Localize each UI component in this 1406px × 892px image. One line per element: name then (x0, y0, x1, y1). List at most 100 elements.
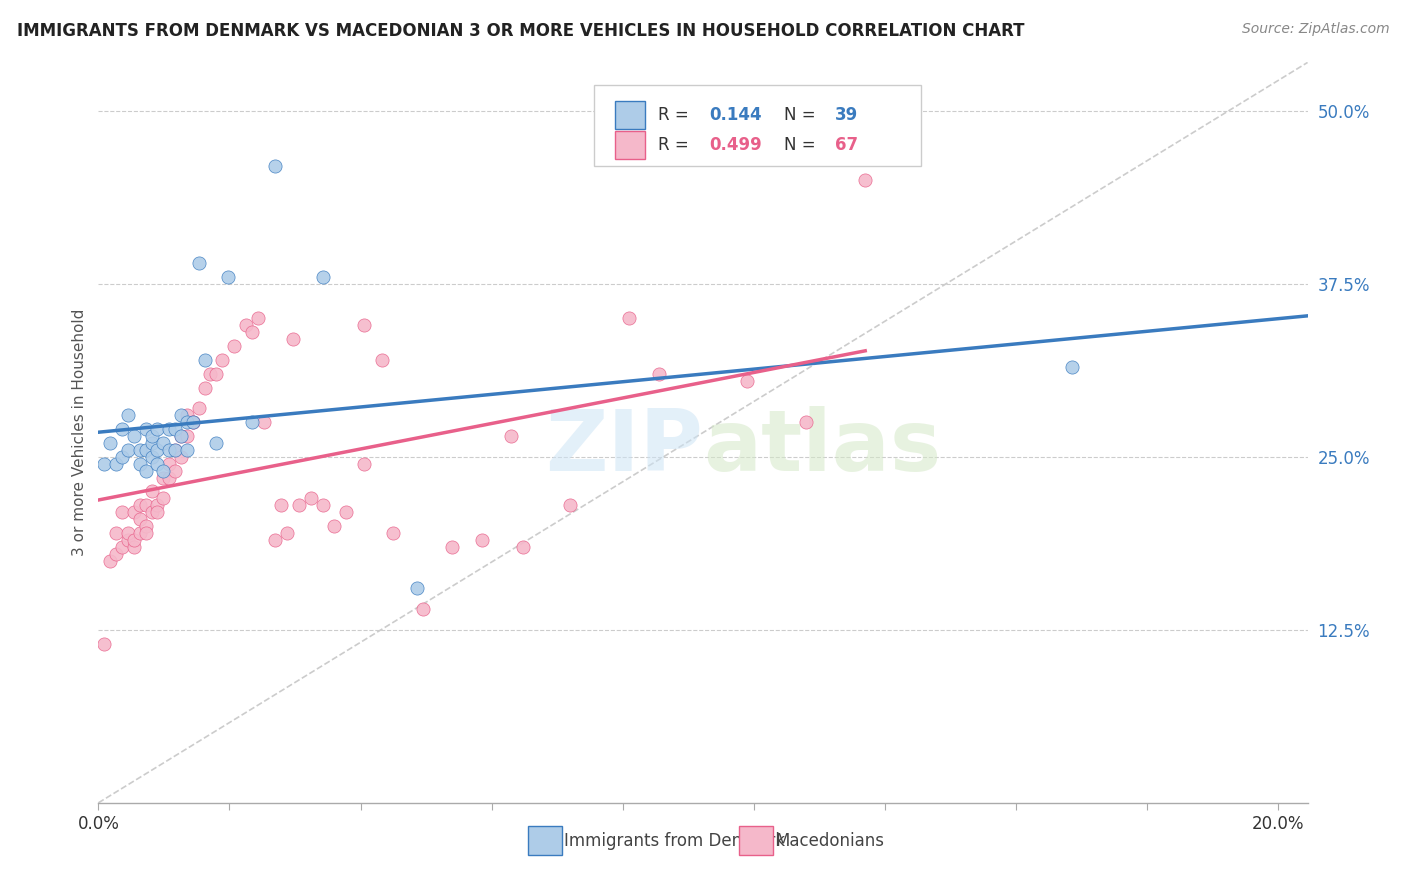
Point (406, 582, 429, 596)
Text: R =: R = (658, 106, 695, 124)
Text: Macedonians: Macedonians (776, 831, 884, 849)
Point (152, 491, 174, 506)
Point (648, 367, 671, 381)
Point (370, 353, 392, 368)
Point (299, 491, 322, 506)
Point (217, 269, 239, 284)
Text: 67: 67 (835, 136, 858, 153)
Point (98, 554, 121, 568)
Point (176, 415, 198, 429)
Point (98, 436, 121, 450)
Point (200, 367, 222, 381)
Point (111, 450, 134, 464)
Point (165, 442, 187, 457)
Point (794, 415, 817, 429)
Point (111, 505, 134, 519)
Point (128, 442, 150, 457)
Point (122, 429, 145, 443)
Point (117, 442, 139, 457)
Point (170, 429, 193, 443)
Point (146, 457, 169, 471)
Point (619, 311, 641, 326)
Point (181, 415, 204, 429)
Point (146, 505, 169, 519)
Point (170, 450, 193, 464)
Point (181, 415, 204, 429)
Point (235, 318, 257, 333)
Point (205, 436, 228, 450)
Point (194, 353, 217, 368)
Point (135, 442, 157, 457)
Point (264, 533, 287, 547)
Point (135, 519, 157, 533)
Point (146, 442, 169, 457)
Point (170, 429, 193, 443)
Point (165, 422, 187, 436)
Point (105, 457, 128, 471)
Point (141, 505, 163, 519)
Point (187, 256, 209, 270)
Point (105, 525, 128, 540)
Point (117, 533, 139, 547)
Point (157, 470, 180, 484)
Point (122, 505, 145, 519)
Point (122, 540, 145, 554)
Point (281, 332, 304, 346)
Point (146, 422, 169, 436)
Text: ZIP: ZIP (546, 406, 703, 489)
Text: Source: ZipAtlas.com: Source: ZipAtlas.com (1241, 22, 1389, 37)
Point (311, 498, 333, 512)
Point (141, 450, 163, 464)
Point (111, 422, 134, 436)
Point (157, 457, 180, 471)
Point (471, 533, 494, 547)
Point (128, 525, 150, 540)
Point (141, 436, 163, 450)
Point (165, 464, 187, 478)
Point (270, 498, 292, 512)
Point (323, 519, 346, 533)
Point (181, 415, 204, 429)
Point (117, 525, 139, 540)
Text: Immigrants from Denmark: Immigrants from Denmark (564, 831, 785, 849)
Point (93, 457, 115, 471)
Point (157, 422, 180, 436)
Point (222, 339, 245, 353)
Point (240, 326, 263, 340)
Text: R =: R = (658, 136, 695, 153)
FancyBboxPatch shape (614, 101, 645, 129)
Point (122, 533, 145, 547)
Point (264, 159, 287, 173)
Point (276, 525, 298, 540)
Point (735, 374, 758, 388)
Text: 0.144: 0.144 (709, 106, 762, 124)
Point (194, 381, 217, 395)
Point (176, 429, 198, 443)
Text: N =: N = (785, 136, 821, 153)
FancyBboxPatch shape (595, 85, 921, 166)
Point (335, 505, 357, 519)
Point (146, 498, 169, 512)
Text: atlas: atlas (703, 406, 941, 489)
Point (105, 547, 128, 561)
Text: IMMIGRANTS FROM DENMARK VS MACEDONIAN 3 OR MORE VEHICLES IN HOUSEHOLD CORRELATIO: IMMIGRANTS FROM DENMARK VS MACEDONIAN 3 … (17, 22, 1025, 40)
Point (441, 540, 464, 554)
Point (128, 457, 150, 471)
FancyBboxPatch shape (614, 130, 645, 159)
Point (512, 540, 534, 554)
Point (141, 484, 163, 499)
Point (176, 409, 198, 423)
Point (93, 637, 115, 651)
Point (246, 311, 269, 326)
Point (311, 269, 333, 284)
Point (501, 429, 523, 443)
Point (135, 422, 157, 436)
Point (128, 512, 150, 526)
Point (152, 436, 174, 450)
Point (141, 429, 163, 443)
Point (165, 442, 187, 457)
Point (211, 353, 233, 368)
Point (353, 457, 375, 471)
Point (128, 498, 150, 512)
Text: 0.499: 0.499 (709, 136, 762, 153)
